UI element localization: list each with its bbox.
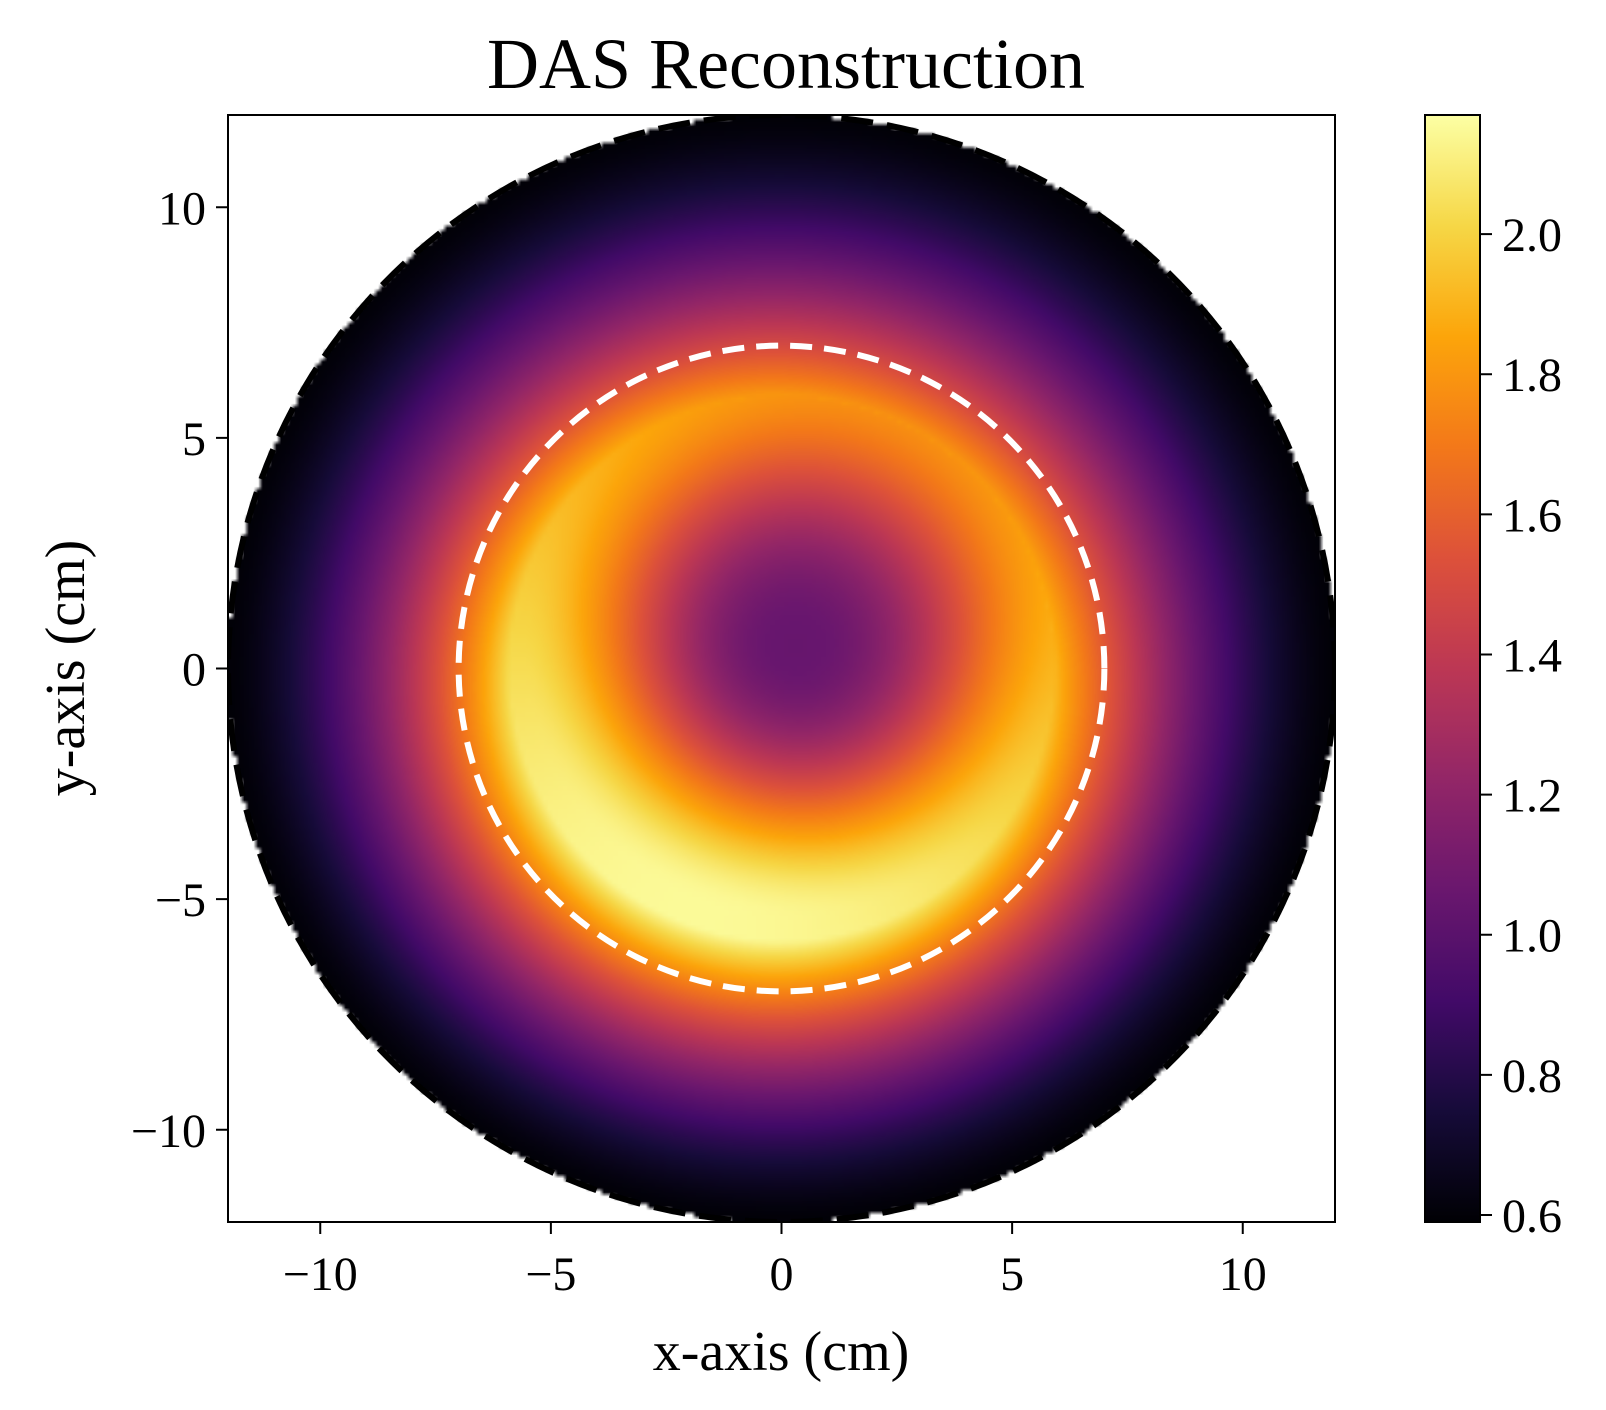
x-tick-label: 0 [770, 1248, 794, 1301]
colorbar-ticks: 0.6 0.8 1.0 1.2 1.4 1.6 1.8 2.0 [1480, 209, 1562, 1243]
colorbar-tick-label: 0.6 [1502, 1190, 1562, 1243]
y-tick-label: −5 [155, 874, 206, 927]
reference-circle [455, 342, 1108, 995]
plot-area [227, 114, 1336, 1223]
colorbar-tick-label: 1.8 [1502, 349, 1562, 402]
colorbar-tick-label: 1.4 [1502, 629, 1562, 682]
chart-title: DAS Reconstruction [487, 24, 1085, 104]
x-tick-label: −10 [283, 1248, 358, 1301]
colorbar-gradient [1424, 114, 1481, 1223]
y-tick-label: −10 [131, 1105, 206, 1158]
y-axis-label: y-axis (cm) [35, 540, 97, 797]
colorbar-tick-label: 0.8 [1502, 1050, 1562, 1103]
x-tick-label: 10 [1219, 1248, 1267, 1301]
y-tick-label: 5 [182, 413, 206, 466]
y-tick-label: 10 [158, 182, 206, 235]
y-tick-label: 0 [182, 644, 206, 697]
colorbar-tick-label: 1.2 [1502, 770, 1562, 823]
x-tick-label: −5 [525, 1248, 576, 1301]
colorbar-tick-label: 2.0 [1502, 209, 1562, 262]
x-axis-label: x-axis (cm) [653, 1321, 910, 1383]
x-axis-ticks: −10 −5 0 5 10 [283, 1222, 1267, 1301]
colorbar-tick-label: 1.0 [1502, 910, 1562, 963]
heatmap-image [228, 115, 1335, 1222]
y-axis-ticks: 10 5 0 −5 −10 [131, 182, 228, 1158]
colorbar-tick-label: 1.6 [1502, 489, 1562, 542]
x-tick-label: 5 [1000, 1248, 1024, 1301]
colorbar: 0.6 0.8 1.0 1.2 1.4 1.6 1.8 2.0 [1424, 114, 1562, 1243]
